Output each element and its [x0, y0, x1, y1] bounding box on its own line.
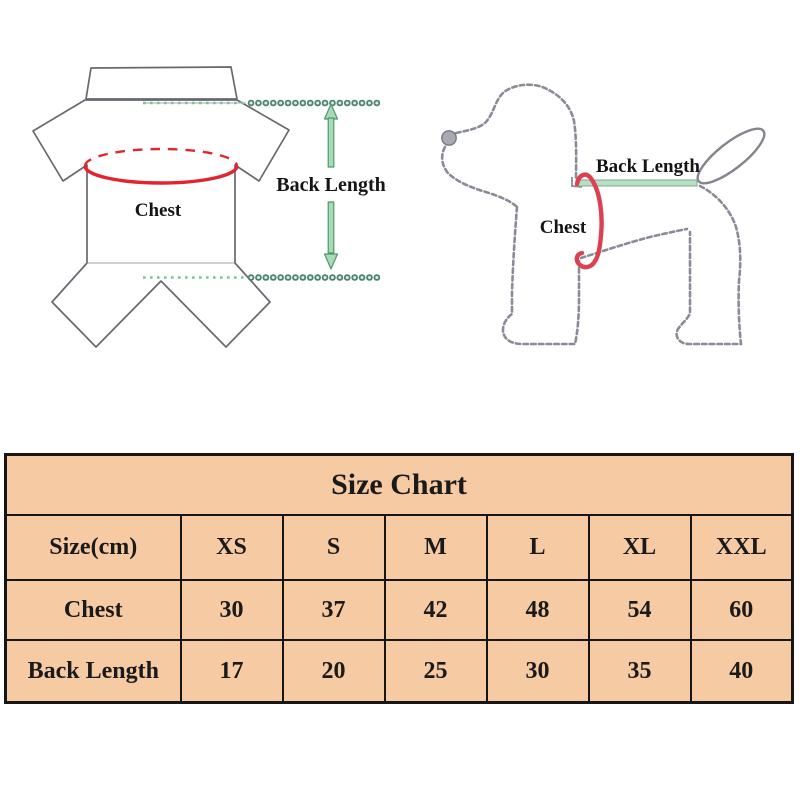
- size-chart-table: Size Chart Size(cm) XS S M L XL XXL Ches…: [4, 453, 795, 704]
- col-header-l: L: [485, 514, 590, 581]
- dog-nose: [441, 130, 457, 146]
- chest-row-label: Chest: [4, 579, 182, 641]
- col-header-xl: XL: [587, 514, 692, 581]
- back-length-value-l: 30: [485, 639, 590, 704]
- chest-ellipse-solid-bottom: [83, 165, 239, 185]
- col-header-m: M: [383, 514, 488, 581]
- back-length-row: Back Length 17 20 25 30 35 40: [4, 639, 794, 704]
- chest-value-l: 48: [485, 579, 590, 641]
- chest-value-xxl: 60: [689, 579, 794, 641]
- header-row: Size(cm) XS S M L XL XXL: [4, 514, 794, 581]
- col-header-s: S: [281, 514, 386, 581]
- chest-row: Chest 30 37 42 48 54 60: [4, 579, 794, 641]
- chest-value-m: 42: [383, 579, 488, 641]
- withers-tick: [571, 177, 583, 188]
- dog-tail-outline: [696, 127, 766, 185]
- back-length-value-xxl: 40: [689, 639, 794, 704]
- chest-value-xl: 54: [587, 579, 692, 641]
- dog-chest-label: Chest: [540, 217, 587, 238]
- chest-value-xs: 30: [179, 579, 284, 641]
- unit-header-cell: Size(cm): [4, 514, 182, 581]
- title-row: Size Chart: [4, 453, 794, 516]
- garment-diagram: Chest Back Length: [32, 66, 386, 348]
- dog-chain-outline: [440, 83, 743, 346]
- measurement-diagrams: Chest Back Length: [32, 66, 766, 348]
- garment-collar-outline: [85, 66, 238, 100]
- col-header-xs: XS: [179, 514, 284, 581]
- back-length-value-xl: 35: [587, 639, 692, 704]
- garment-body-outline: [32, 99, 290, 348]
- dog-back-length-label: Back Length: [596, 156, 700, 177]
- chest-value-s: 37: [281, 579, 386, 641]
- back-length-value-s: 20: [281, 639, 386, 704]
- chest-ellipse-dashed-top: [83, 147, 239, 167]
- col-header-xxl: XXL: [689, 514, 794, 581]
- garment-chest-label: Chest: [135, 200, 182, 221]
- back-length-arrow: [323, 103, 339, 270]
- garment-back-length-label: Back Length: [276, 174, 385, 196]
- dog-diagram: Back Length Chest: [440, 83, 766, 346]
- back-length-value-m: 25: [383, 639, 488, 704]
- back-length-row-label: Back Length: [4, 639, 182, 704]
- size-chart-title: Size Chart: [4, 453, 794, 516]
- dog-chest-arc: [574, 172, 604, 270]
- back-length-value-xs: 17: [179, 639, 284, 704]
